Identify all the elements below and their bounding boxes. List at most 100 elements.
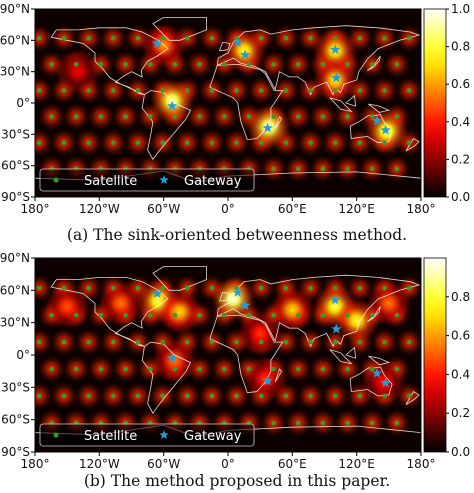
- x-tick-label: 180°: [21, 202, 50, 216]
- x-tick-label: 0°: [221, 202, 235, 216]
- heat-hotspot: [366, 281, 411, 326]
- satellite-point: [369, 420, 375, 426]
- satellite-point: [394, 114, 400, 119]
- gateway-marker: [331, 323, 342, 334]
- colorbar: 0.0 0.2 0.4 0.6 0.8: [423, 257, 470, 459]
- satellite-point: [320, 312, 326, 318]
- satellite-point: [123, 312, 128, 318]
- satellite-point: [209, 35, 215, 41]
- satellite-point: [406, 285, 412, 291]
- legend-gateway-marker: [159, 175, 169, 184]
- gateway-marker: [152, 38, 163, 48]
- satellite-point: [61, 339, 67, 345]
- y-tick-label: 60°S: [1, 413, 30, 427]
- satellite-point: [221, 312, 227, 318]
- satellite-point: [98, 312, 104, 318]
- satellite-point: [394, 62, 400, 67]
- satellite-point: [271, 166, 276, 172]
- satellite-point: [258, 339, 264, 345]
- gateway-marker: [167, 100, 178, 111]
- colorbar-tick-label: 0.8: [451, 290, 470, 304]
- satellite-point: [135, 339, 141, 345]
- satellite-point: [49, 62, 54, 67]
- satellite-point: [147, 114, 153, 119]
- coastline: [50, 277, 169, 347]
- colorbar-tick-label: 0.0: [451, 445, 470, 459]
- gateway-marker: [331, 72, 342, 83]
- coastline: [274, 368, 283, 383]
- satellite-point: [394, 420, 400, 426]
- satellite-point: [382, 88, 387, 93]
- satellite-point: [110, 393, 116, 399]
- satellite-point: [172, 312, 178, 318]
- satellite-point: [369, 312, 375, 318]
- x-tick-label: 180°: [407, 457, 436, 471]
- y-tick-label: 30°S: [1, 127, 30, 141]
- satellite-point: [320, 166, 326, 172]
- satellite-point: [406, 140, 412, 145]
- satellite-point: [61, 285, 67, 291]
- satellite-point: [308, 339, 313, 345]
- coastline: [50, 27, 169, 95]
- satellite-point: [135, 35, 141, 41]
- colorbar-tick-label: 1.0: [451, 2, 470, 16]
- satellite-point: [221, 366, 227, 372]
- panel-a: Satellite Gateway 180° 120°W 60°W 0° 60°E 120°E…: [0, 2, 470, 244]
- gateway-marker: [330, 44, 341, 55]
- coastline: [209, 63, 284, 141]
- satellite-point: [209, 285, 215, 291]
- satellite-point: [406, 88, 412, 93]
- gateway-marker: [371, 115, 383, 126]
- satellite-point: [86, 393, 91, 399]
- satellite-point: [283, 140, 289, 145]
- satellite-point: [258, 393, 264, 399]
- satellite-point: [382, 35, 387, 41]
- colorbar-tick-label: 0.2: [451, 406, 470, 420]
- coastline: [345, 346, 357, 359]
- colorbar-tick-label: 0.4: [451, 115, 470, 129]
- satellite-point: [320, 420, 326, 426]
- gateway-marker: [232, 287, 243, 297]
- satellite-point: [234, 339, 239, 345]
- coastline: [349, 366, 393, 397]
- satellite-point: [209, 140, 215, 145]
- satellite-point: [86, 140, 91, 145]
- satellite-point: [135, 88, 141, 93]
- satellite-point: [61, 140, 67, 145]
- gateway-marker: [380, 377, 391, 388]
- satellite-point: [61, 35, 67, 41]
- coastline: [141, 90, 192, 161]
- satellite-point: [98, 62, 104, 67]
- satellite-point: [283, 339, 289, 345]
- satellite-point: [332, 285, 338, 291]
- satellite-point: [271, 312, 276, 318]
- map-area: [35, 258, 421, 452]
- satellite-point: [246, 62, 252, 67]
- satellite-point: [332, 339, 338, 345]
- coastline: [329, 349, 353, 365]
- satellite-point: [160, 88, 165, 93]
- gateway-marker: [262, 375, 273, 386]
- satellite-point: [394, 366, 400, 372]
- heat-glow: [35, 382, 53, 409]
- coastline: [219, 41, 231, 52]
- satellite-point: [209, 393, 215, 399]
- satellite-point: [357, 35, 363, 41]
- satellite-point: [406, 339, 412, 345]
- satellite-point: [184, 88, 190, 93]
- colorbar-tick-label: 0.8: [451, 40, 470, 54]
- heat-glow: [35, 329, 53, 356]
- y-tick-label: 90°N: [0, 251, 30, 265]
- satellite-point: [308, 393, 313, 399]
- colorbar-tick-label: 0.2: [451, 152, 470, 166]
- coastline: [216, 274, 421, 348]
- legend-frame: [39, 168, 255, 192]
- coastline: [274, 115, 283, 130]
- satellite-point: [110, 88, 116, 93]
- satellite-point: [283, 88, 289, 93]
- satellite-point: [357, 285, 363, 291]
- satellite-point: [320, 62, 326, 67]
- satellite-point: [36, 285, 42, 291]
- satellite-point: [110, 285, 116, 291]
- satellite-point: [406, 393, 412, 399]
